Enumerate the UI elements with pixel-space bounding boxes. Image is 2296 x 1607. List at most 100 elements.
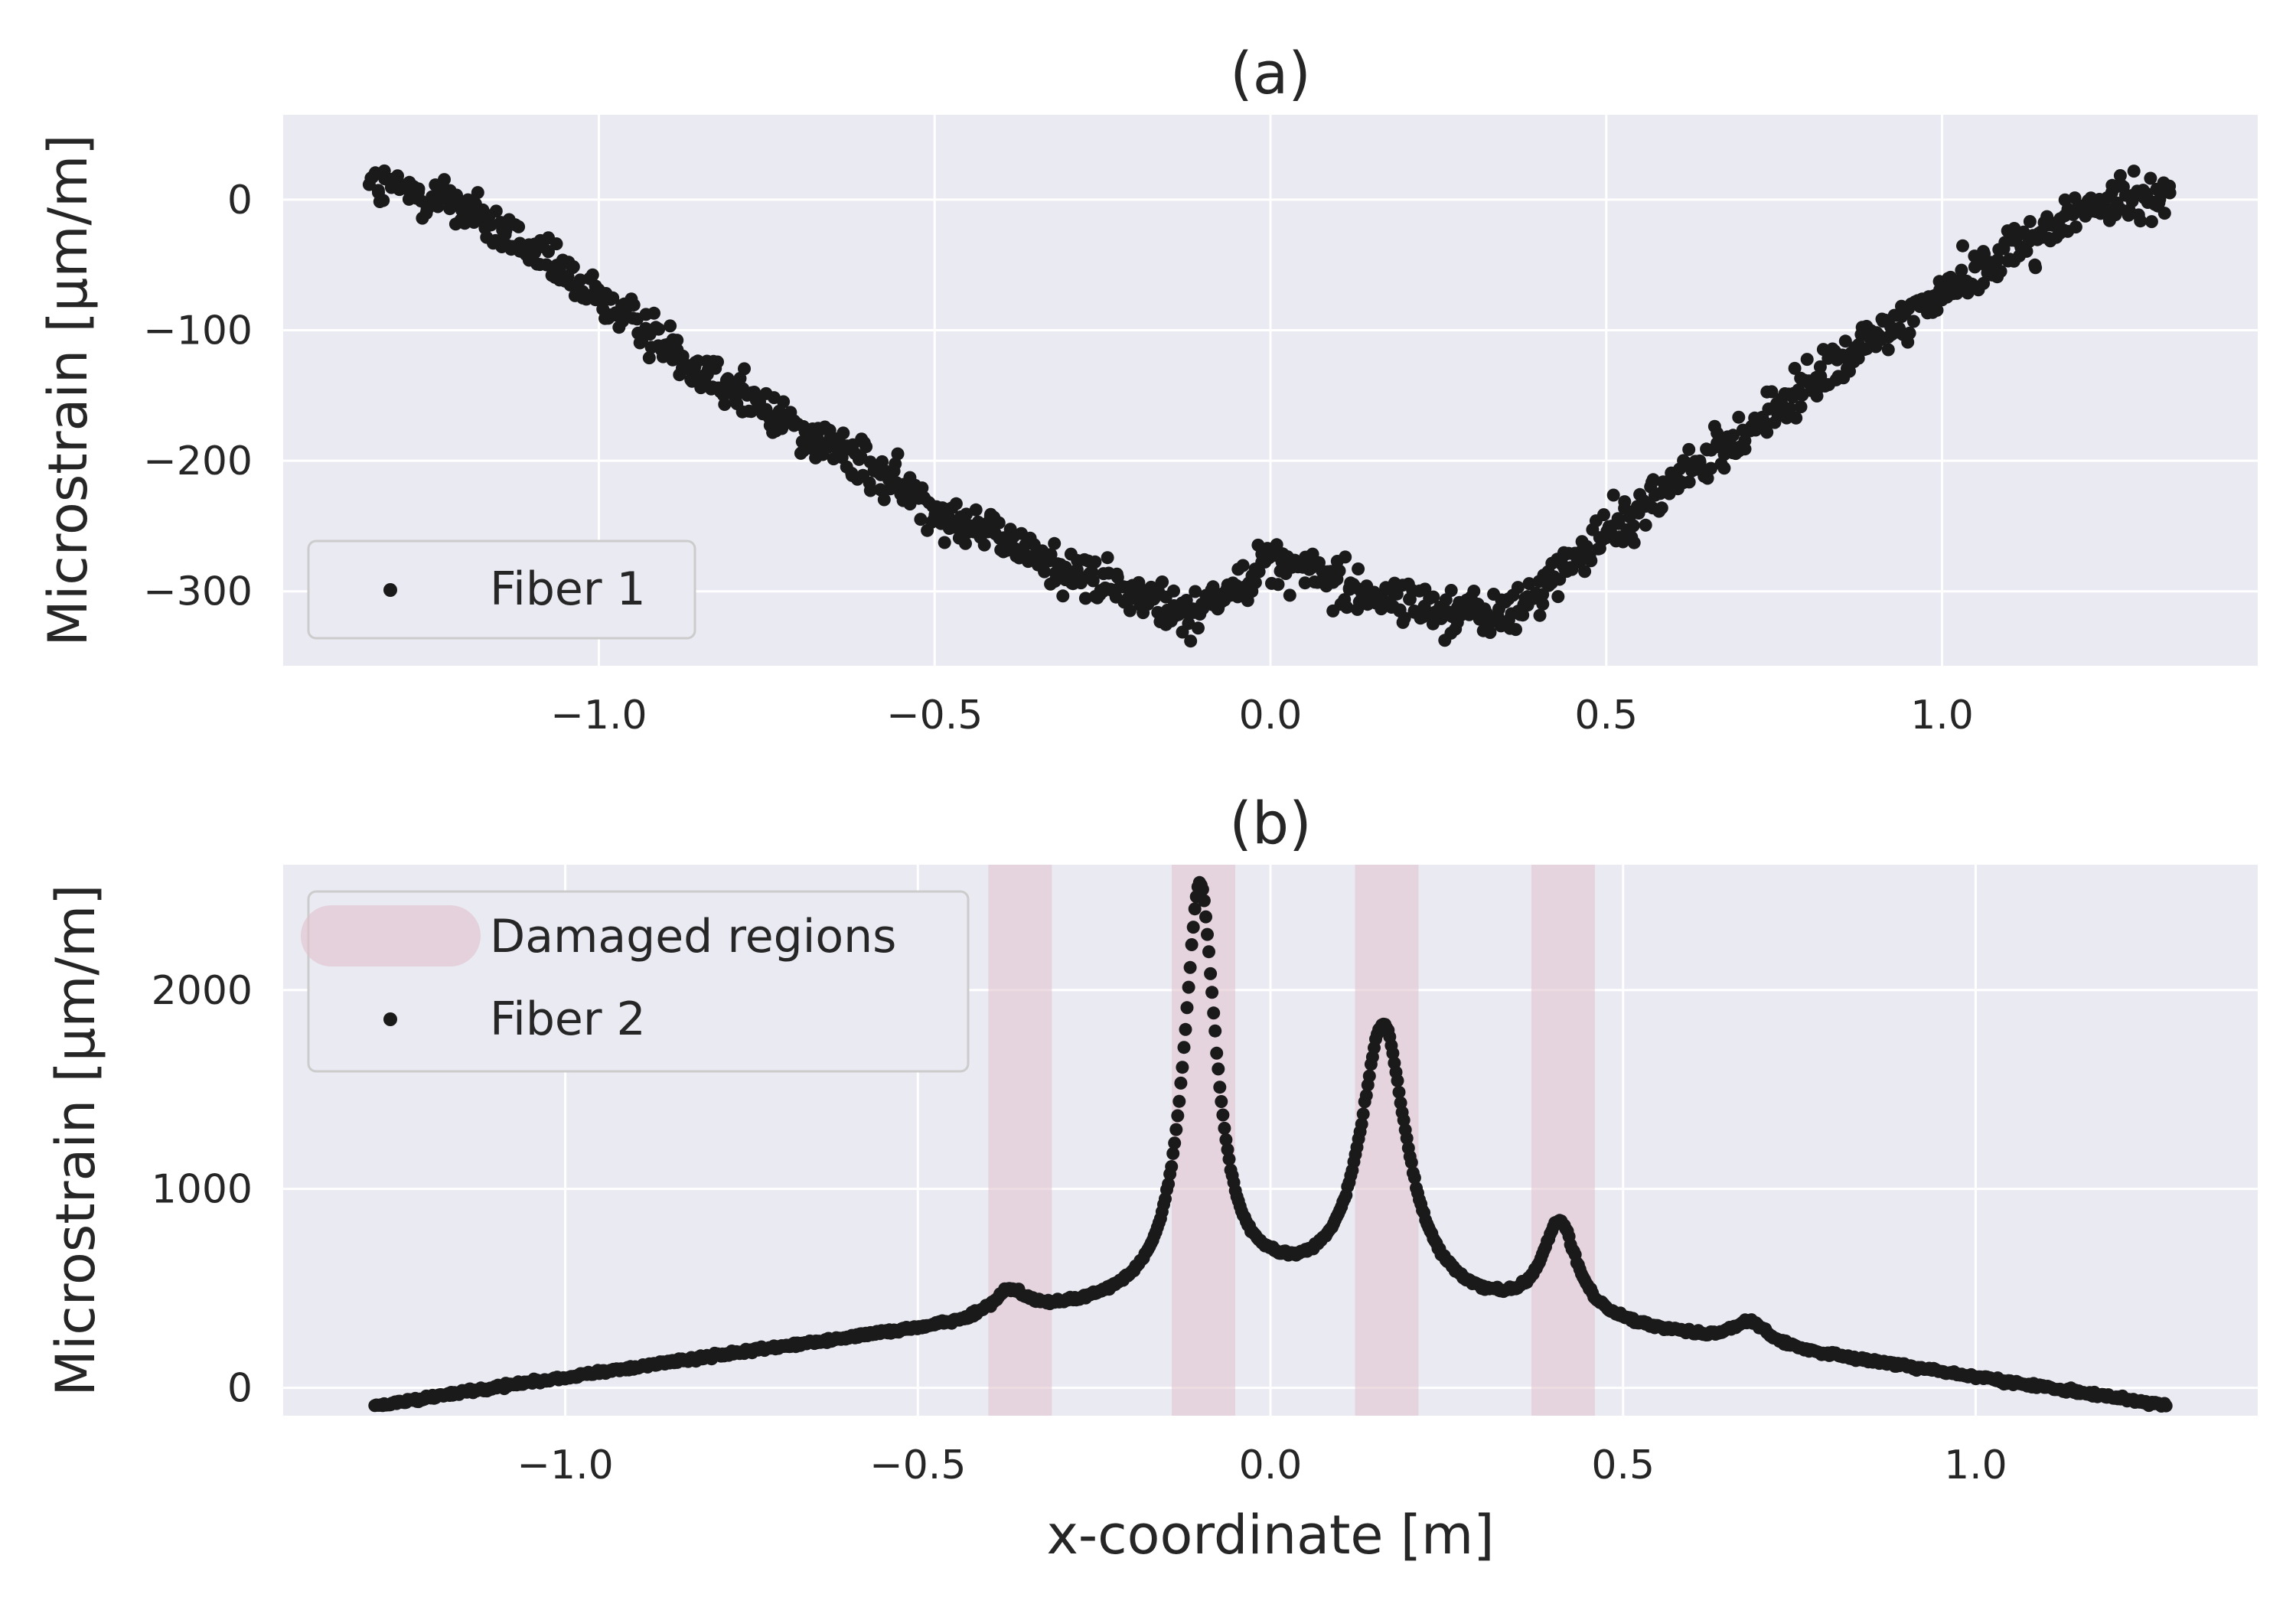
data-point [1332,564,1346,578]
data-point [647,306,660,320]
panel-b-x-ticks: −1.0 −0.5 0.0 0.5 1.0 [517,1442,2007,1488]
data-point [2144,171,2157,185]
data-point [1738,442,1752,456]
data-point [1188,902,1202,916]
data-point [664,319,677,333]
data-point [2127,165,2141,178]
data-point [1168,1136,1182,1150]
panel-a-x-tick-label: −0.5 [886,693,983,738]
data-point [542,245,555,259]
data-point [1533,608,1547,622]
data-point [863,484,877,497]
data-point [1179,1022,1192,1036]
data-point [1646,473,1660,487]
panel-a-y-tick-label: −300 [143,569,253,615]
data-point [1813,360,1827,373]
data-point [1204,966,1218,980]
data-point [859,440,873,454]
panel-b-x-tick-label: 0.0 [1239,1442,1303,1488]
panel-b-legend-fiber2-marker [383,1012,397,1026]
data-point [1838,334,1852,348]
data-point [1195,882,1209,896]
data-point [1339,550,1352,564]
data-point [1271,578,1285,592]
panel-a-y-tick-label: −100 [143,308,253,354]
data-point [1189,585,1202,598]
data-point [1199,910,1212,924]
data-point [1174,1076,1188,1090]
data-point [1101,551,1114,565]
panel-b-y-tick-label: 1000 [152,1167,253,1213]
panel-b-grid [283,865,2258,1416]
data-point [1407,1171,1421,1185]
data-point [2144,215,2158,229]
data-point [1182,980,1195,994]
data-point [642,351,656,365]
data-point [969,503,983,517]
data-point [1392,1085,1406,1099]
data-point [1994,265,2007,279]
data-point [1362,1069,1376,1083]
data-point [1978,247,1991,261]
data-point [1216,1108,1230,1122]
data-point [889,457,902,471]
data-point [1386,1046,1400,1060]
panel-b-x-axis-title: x-coordinate [m] [1046,1504,1494,1566]
data-point [1991,253,2004,266]
panel-b-y-ticks: 0 1000 2000 [152,968,253,1412]
data-point [1166,1146,1180,1160]
data-point [1800,353,1814,367]
data-point [711,355,724,369]
data-point [1626,519,1640,533]
data-point [1088,555,1102,569]
data-point [1167,584,1180,598]
data-point [891,447,905,461]
data-point [2023,215,2037,228]
data-point [1186,921,1200,934]
data-point [1727,429,1740,442]
data-point [1956,239,1969,253]
data-point [1058,560,1072,574]
data-point [2157,207,2171,220]
data-point [1551,590,1565,604]
data-point [777,395,791,409]
data-point [992,516,1006,530]
data-point [949,497,963,510]
data-point [1536,597,1550,611]
data-point [1205,986,1219,999]
data-point [1270,538,1283,552]
data-point [1404,1156,1418,1169]
data-point [1352,562,1365,575]
data-point [2029,261,2043,275]
panel-a-title: (a) [1230,39,1311,107]
data-point [1606,488,1620,502]
data-point [1639,518,1652,532]
data-point [1183,960,1197,974]
data-point [2113,169,2127,182]
data-point [1509,623,1522,637]
data-point [1248,575,1262,589]
data-point [1222,1152,1236,1166]
panel-b-y-tick-label: 2000 [152,968,253,1014]
panel-a-legend: Fiber 1 [307,539,696,640]
panel-a-y-tick-label: −200 [143,438,253,484]
data-point [1202,945,1215,959]
data-point [1881,343,1895,357]
data-point [1717,461,1731,475]
data-point [652,322,666,336]
data-point [1078,592,1092,605]
panel-a-points [362,164,2177,648]
data-point [1584,554,1598,568]
data-point [1356,1107,1370,1121]
data-point [1580,539,1593,553]
panel-b-legend: Damaged regions Fiber 2 [301,890,970,1073]
data-point [1212,1062,1225,1076]
data-point [1192,621,1205,635]
data-point [2020,244,2033,258]
data-point [484,218,498,232]
data-point [1165,1160,1179,1173]
data-point [1038,565,1052,579]
data-point [1048,536,1062,550]
data-point [1955,263,1968,277]
data-point [512,220,526,233]
